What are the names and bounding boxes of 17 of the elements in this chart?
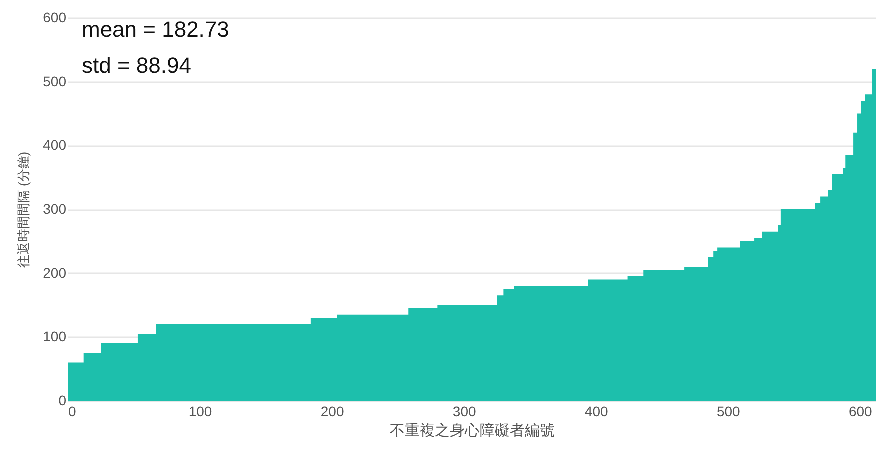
- y-tick-label: 600: [43, 10, 67, 26]
- y-tick-label: 100: [43, 328, 67, 345]
- y-tick-label: 200: [43, 264, 67, 281]
- x-axis-title: 不重複之身心障礙者編號: [390, 422, 555, 440]
- annotation: mean = 182.73: [82, 17, 230, 42]
- y-tick-label: 400: [43, 137, 67, 154]
- x-tick-label: 400: [584, 404, 608, 420]
- annotation: std = 88.94: [82, 53, 192, 78]
- y-tick-label: 300: [43, 201, 67, 217]
- y-tick-label: 500: [43, 73, 67, 90]
- y-tick-label: 0: [58, 392, 67, 408]
- x-tick-label: 500: [716, 404, 741, 420]
- x-tick-label: 100: [188, 404, 212, 420]
- x-tick-label: 200: [320, 404, 344, 420]
- x-tick-label: 300: [452, 404, 476, 420]
- y-axis-title: 往返時間間隔 (分鐘): [16, 152, 32, 268]
- x-tick-label: 600: [848, 404, 873, 420]
